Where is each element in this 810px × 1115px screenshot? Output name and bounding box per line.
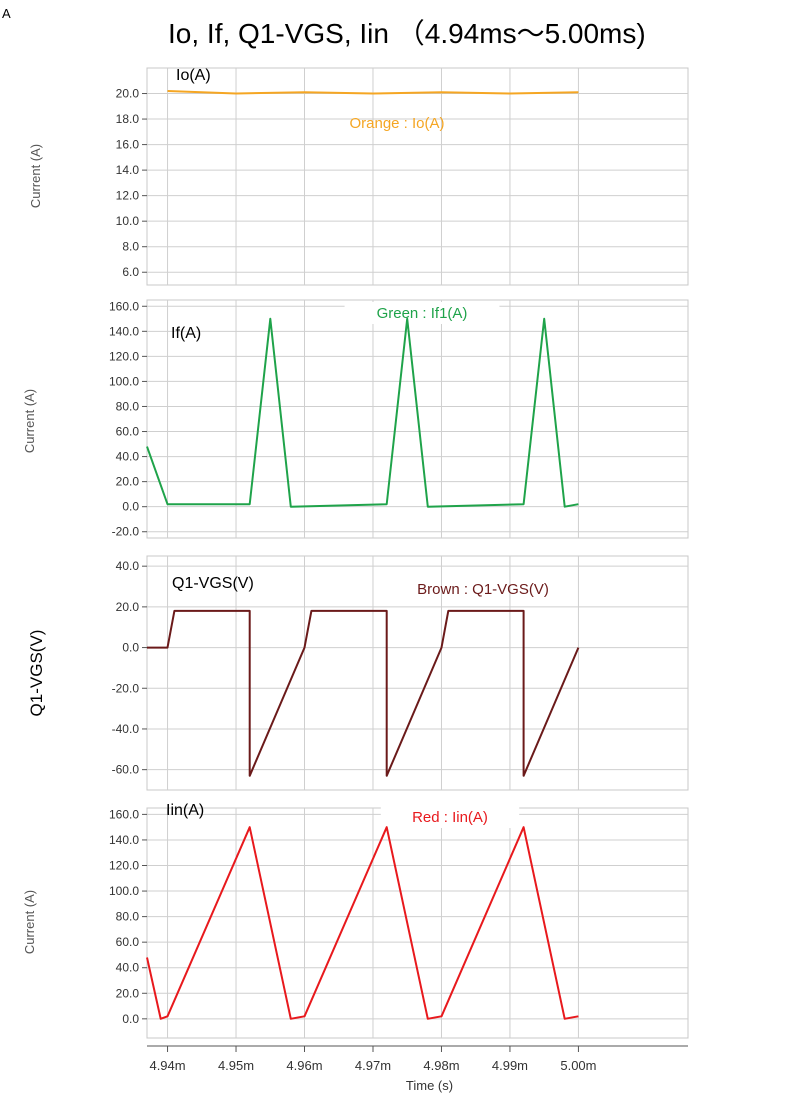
y-tick-label: 60.0 xyxy=(116,425,140,439)
y-tick-label: 12.0 xyxy=(116,189,140,203)
y-tick-label: 20.0 xyxy=(116,475,140,489)
plot-frame xyxy=(146,555,689,791)
y-tick-label: 14.0 xyxy=(116,163,140,177)
y-tick-label: 0.0 xyxy=(122,641,139,655)
y-tick-label: 20.0 xyxy=(116,87,140,101)
x-tick-label: 4.96m xyxy=(286,1058,322,1073)
y-tick-label: 40.0 xyxy=(116,961,140,975)
x-tick-label: 4.99m xyxy=(492,1058,528,1073)
x-axis: 4.94m 4.95m 4.96m 4.97m 4.98m 4.99m 5.00m Time … xyxy=(147,1045,688,1093)
legend-entry: Red : Iin(A) xyxy=(412,809,488,826)
y-tick-label: 80.0 xyxy=(116,910,140,924)
trace-label: Io(A) xyxy=(176,67,211,84)
plot-frame xyxy=(146,67,689,286)
y-tick-label: -60.0 xyxy=(112,763,140,777)
y-axis-title: Current (A) xyxy=(28,144,43,208)
y-tick-label: 100.0 xyxy=(109,884,139,898)
legend-entry: Brown : Q1-VGS(V) xyxy=(417,581,549,598)
y-tick-label: -20.0 xyxy=(112,525,140,539)
y-axis-title: Q1-VGS(V) xyxy=(27,630,46,717)
y-tick-label: 18.0 xyxy=(116,112,140,126)
y-tick-label: 6.0 xyxy=(122,265,139,279)
panel-1: 20.0 18.0 16.0 14.0 12.0 10.0 8.0 6.0 Current (A… xyxy=(28,67,689,286)
y-tick-label: 140.0 xyxy=(109,833,139,847)
panel-4: 160.0 140.0 120.0 100.0 80.0 60.0 40.0 20.0 0.0 C… xyxy=(22,802,689,1039)
panel-3: 40.0 20.0 0.0 -20.0 -40.0 -60.0 Q1-VGS(V) Brown… xyxy=(27,555,689,791)
chart-title: Io, If, Q1-VGS, Iin （4.94ms～5.00ms) xyxy=(168,18,646,49)
y-tick-label: 40.0 xyxy=(116,450,140,464)
x-tick-label: 4.98m xyxy=(423,1058,459,1073)
series-line xyxy=(146,317,579,508)
y-tick-label: 8.0 xyxy=(122,240,139,254)
y-tick-label: 100.0 xyxy=(109,374,139,388)
plot-frame xyxy=(146,807,689,1039)
y-tick-label: 120.0 xyxy=(109,859,139,873)
x-tick-label: 4.94m xyxy=(149,1058,185,1073)
trace-label: Q1-VGS(V) xyxy=(172,575,254,592)
x-tick-label: 4.97m xyxy=(355,1058,391,1073)
trace-label: If(A) xyxy=(171,325,201,342)
x-axis-title: Time (s) xyxy=(406,1078,453,1093)
y-tick-label: 80.0 xyxy=(116,399,140,413)
legend-box xyxy=(344,302,500,324)
y-tick-label: 40.0 xyxy=(116,559,140,573)
y-tick-label: -20.0 xyxy=(112,681,140,695)
x-tick-label: 5.00m xyxy=(560,1058,596,1073)
trace-label: Iin(A) xyxy=(166,802,204,819)
y-tick-label: 140.0 xyxy=(109,324,139,338)
panel-2: 160.0 140.0 120.0 100.0 80.0 60.0 40.0 20.0 0.0 -… xyxy=(22,299,689,539)
y-tick-label: 10.0 xyxy=(116,214,140,228)
legend-box xyxy=(380,806,520,828)
corner-label: A xyxy=(2,6,11,21)
y-axis-title: Current (A) xyxy=(22,389,37,453)
y-tick-label: 20.0 xyxy=(116,600,140,614)
y-tick-label: 0.0 xyxy=(122,1012,139,1026)
y-axis-title: Current (A) xyxy=(22,890,37,954)
y-tick-label: 16.0 xyxy=(116,138,140,152)
legend-entry: Green : If1(A) xyxy=(377,305,468,322)
y-tick-label: 160.0 xyxy=(109,299,139,313)
y-tick-label: 0.0 xyxy=(122,500,139,514)
series-line xyxy=(167,90,579,95)
series-line xyxy=(146,826,579,1020)
y-tick-label: 120.0 xyxy=(109,349,139,363)
series-line xyxy=(147,609,580,777)
y-tick-label: 60.0 xyxy=(116,935,140,949)
y-tick-label: -40.0 xyxy=(112,722,140,736)
y-tick-label: 160.0 xyxy=(109,807,139,821)
y-tick-label: 20.0 xyxy=(116,986,140,1000)
x-tick-label: 4.95m xyxy=(218,1058,254,1073)
legend-entry: Orange : Io(A) xyxy=(349,115,444,132)
